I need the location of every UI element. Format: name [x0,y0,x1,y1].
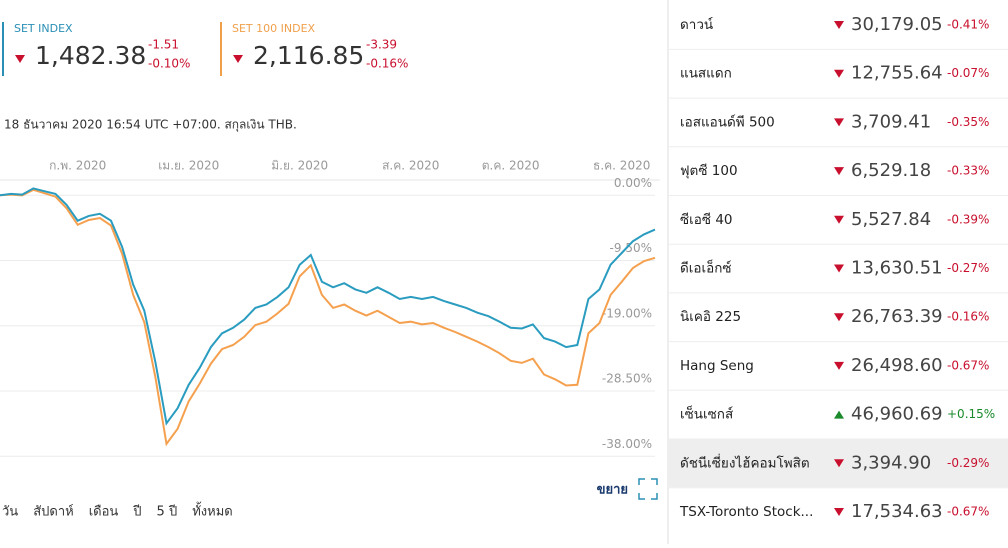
series-line [0,188,656,447]
market-value: 26,763.39 [851,306,943,327]
range-button[interactable]: สัปดาห์ [33,504,74,520]
index-change-pct: -0.16% [366,57,408,71]
range-button[interactable]: เดือน [89,504,119,520]
market-value: 26,498.60 [851,355,943,376]
market-name[interactable]: นิเคอิ 225 [680,309,741,325]
down-arrow [233,55,243,63]
timestamp: 18 ธันวาคม 2020 16:54 UTC +07:00. สกุลเง… [4,118,297,133]
market-change: -0.16% [947,310,989,324]
down-arrow [834,215,844,224]
up-arrow [834,410,844,419]
market-change: +0.15% [947,407,995,421]
y-tick-label: -19.00% [602,306,652,320]
market-name[interactable]: ซีเอซี 40 [680,212,733,228]
down-arrow [834,313,844,322]
x-tick-label: ธ.ค. 2020 [593,159,650,173]
market-name[interactable]: เซ็นเซกส์ [680,405,733,423]
x-tick-label: เม.ย. 2020 [158,159,219,173]
market-change: -0.39% [947,212,989,226]
y-tick-label: 0.00% [614,176,652,190]
market-change: -0.07% [947,66,989,80]
market-value: 3,394.90 [851,452,931,473]
market-value: 5,527.84 [851,209,931,230]
market-name[interactable]: ฟุตซี 100 [680,163,738,179]
index-value: 2,116.85 [253,41,364,70]
down-arrow [834,167,844,176]
down-arrow [834,459,844,468]
range-button[interactable]: ทั้งหมด [192,502,233,520]
expand-button[interactable]: ขยาย [597,483,628,498]
market-value: 17,534.63 [851,501,943,522]
down-arrow [834,361,844,370]
y-tick-label: -38.00% [602,437,652,451]
market-change: -0.67% [947,505,989,519]
market-value: 3,709.41 [851,111,931,132]
index-name: SET 100 INDEX [232,22,316,35]
index-change: -1.51 [148,38,179,52]
market-value: 13,630.51 [851,258,943,279]
market-value: 46,960.69 [851,404,943,425]
x-tick-label: ส.ค. 2020 [382,159,439,173]
range-button[interactable]: วัน [2,505,18,520]
market-change: -0.33% [947,164,989,178]
down-arrow [834,508,844,516]
index-value: 1,482.38 [35,41,146,70]
down-arrow [834,118,844,127]
market-value: 6,529.18 [851,160,931,181]
x-tick-label: ก.พ. 2020 [49,159,106,173]
market-name[interactable]: ดาวน์ [680,16,713,33]
index-change: -3.39 [366,38,397,52]
range-button[interactable]: ปี [132,504,141,520]
market-change: -0.27% [947,261,989,275]
market-name[interactable]: เอสแอนด์พี 500 [680,113,775,130]
market-name[interactable]: ดัชนีเซี่ยงไฮ้คอมโพสิต [680,453,810,471]
market-name[interactable]: Hang Seng [680,358,754,374]
market-name[interactable]: TSX-Toronto Stock... [679,504,813,520]
market-value: 30,179.05 [851,14,943,35]
market-change: -0.67% [947,358,989,372]
y-tick-label: -28.50% [602,372,652,386]
y-tick-label: -9.50% [610,241,652,255]
market-change: -0.29% [947,456,989,470]
market-change: -0.35% [947,115,989,129]
market-name[interactable]: ดีเอเอ็กซ์ [680,259,732,277]
down-arrow [834,69,844,78]
x-tick-label: ต.ค. 2020 [482,159,540,173]
index-name: SET INDEX [14,22,73,35]
market-value: 12,755.64 [851,63,943,84]
range-button[interactable]: 5 ปี [157,504,178,520]
down-arrow [834,264,844,273]
index-change-pct: -0.10% [148,57,190,71]
market-change: -0.41% [947,18,989,32]
x-tick-label: มิ.ย. 2020 [271,159,328,173]
down-arrow [15,55,25,63]
down-arrow [834,21,844,29]
expand-icon[interactable] [638,478,658,500]
series-line [0,187,656,426]
market-name[interactable]: แนสแดก [680,66,732,82]
